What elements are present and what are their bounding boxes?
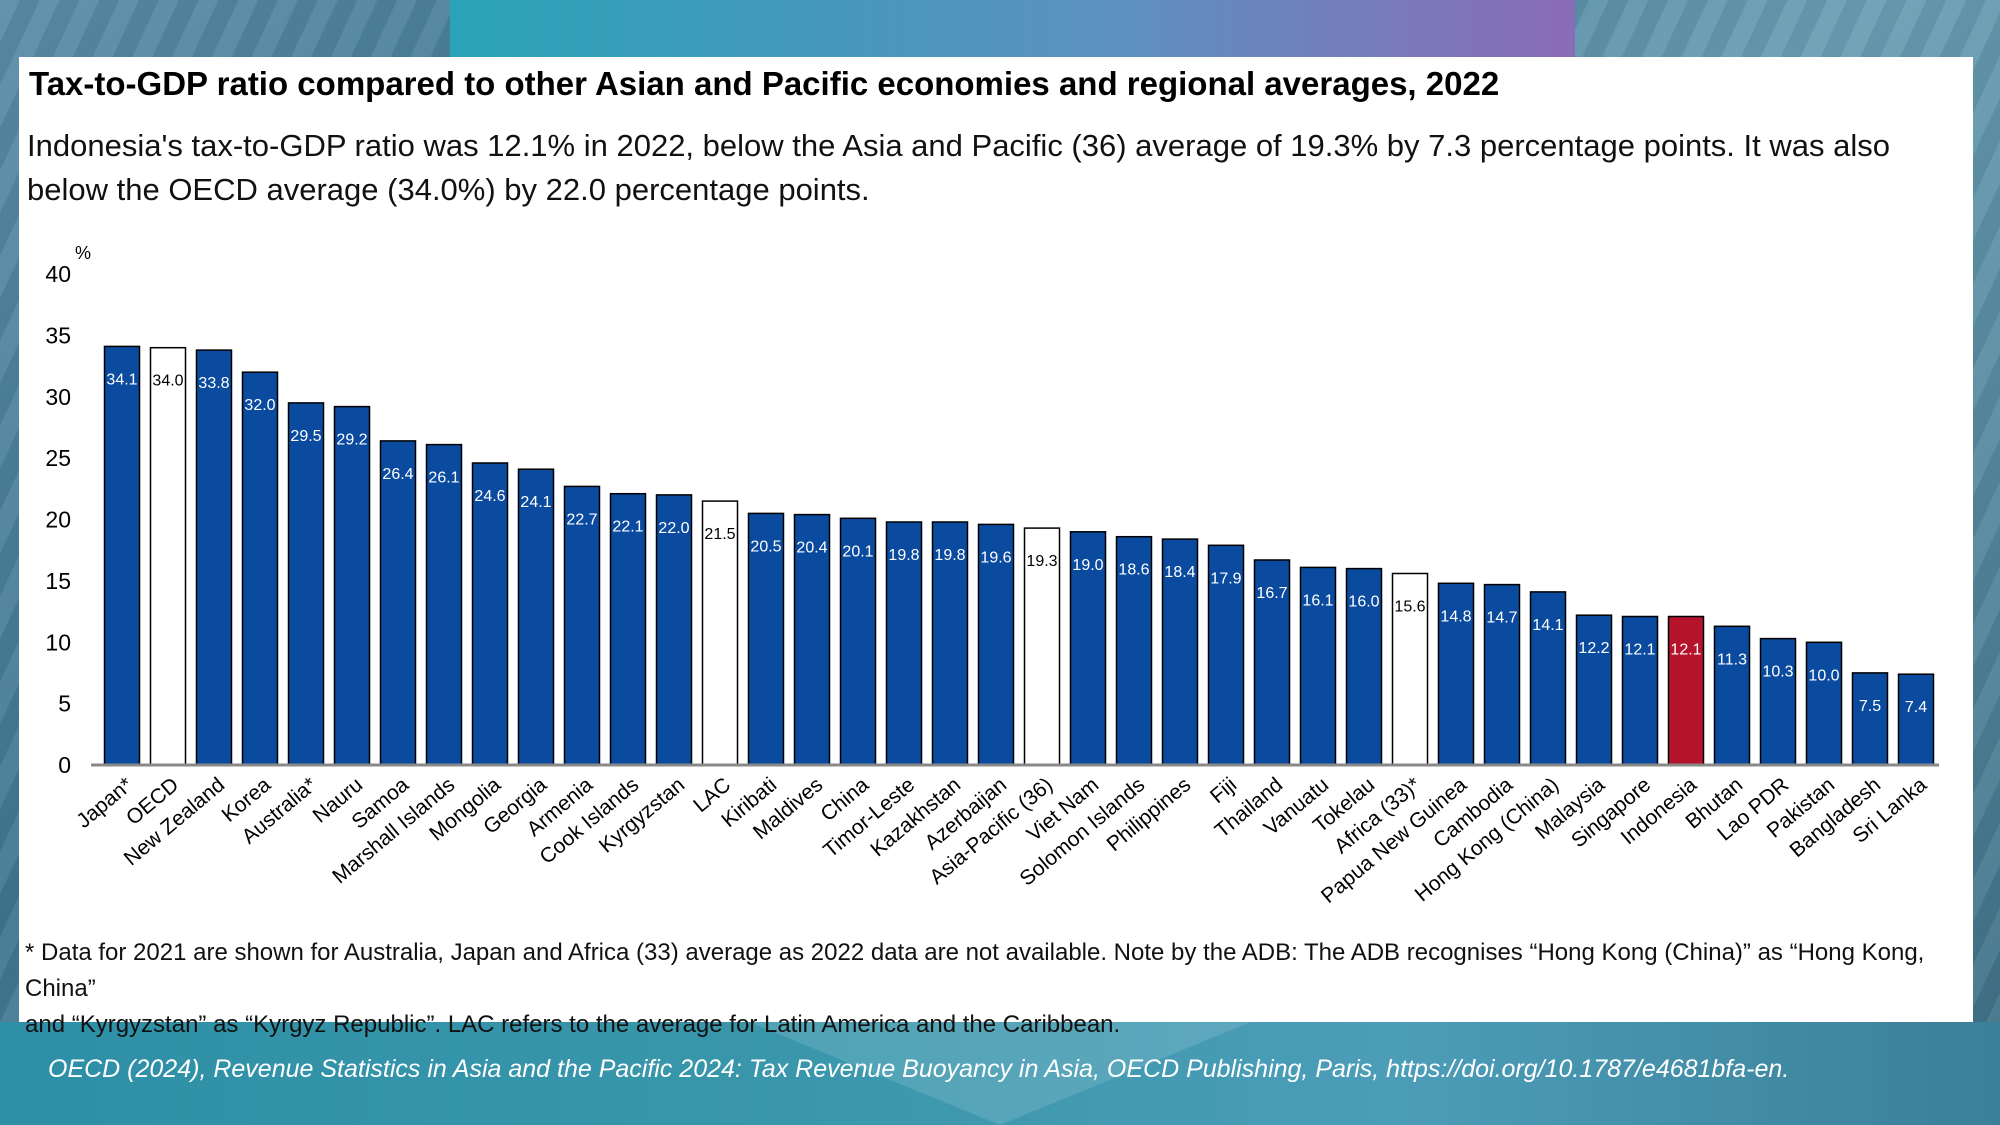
- bar: [563, 485, 601, 766]
- bar-value-label: 24.6: [474, 488, 505, 505]
- bar-value-label: 18.6: [1118, 562, 1149, 579]
- bar: [195, 349, 233, 766]
- bar: [287, 402, 325, 766]
- bar-value-label: 10.0: [1808, 667, 1839, 684]
- bar: [839, 517, 877, 766]
- bar: [517, 468, 555, 766]
- bar-value-label: 16.0: [1348, 594, 1379, 611]
- bar-value-label: 22.7: [566, 511, 597, 528]
- bar-value-label: 33.8: [198, 375, 229, 392]
- bar-value-label: 19.0: [1072, 557, 1103, 574]
- bar-value-label: 11.3: [1717, 651, 1747, 668]
- y-tick-label: 5: [58, 691, 71, 717]
- chart-subtitle: Indonesia's tax-to-GDP ratio was 12.1% i…: [27, 128, 1890, 207]
- source-citation: OECD (2024), Revenue Statistics in Asia …: [48, 1055, 1790, 1083]
- bar: [1621, 615, 1659, 766]
- bar: [149, 346, 187, 766]
- chart-footnote: * Data for 2021 are shown for Australia,…: [25, 935, 1965, 1043]
- bar-value-label: 20.1: [842, 543, 873, 560]
- bar-value-label: 20.4: [796, 540, 827, 557]
- bar: [1851, 672, 1889, 766]
- bar-value-label: 19.6: [980, 549, 1011, 566]
- bar-value-label: 21.5: [704, 526, 735, 543]
- bar: [793, 513, 831, 766]
- bar: [1207, 544, 1245, 766]
- bar-value-label: 16.1: [1302, 592, 1333, 609]
- bar-value-label: 22.1: [612, 519, 643, 536]
- bar: [1345, 567, 1383, 766]
- footnote-line-1: * Data for 2021 are shown for Australia,…: [25, 939, 1925, 1002]
- chart-title: Tax-to-GDP ratio compared to other Asian…: [29, 65, 1500, 102]
- background-top-band: [450, 0, 1575, 60]
- x-category-label: Japan*: [72, 773, 137, 833]
- y-tick-label: 40: [45, 261, 71, 287]
- y-axis-unit-label: %: [75, 243, 91, 263]
- bar-value-label: 15.6: [1394, 599, 1425, 616]
- bar: [1805, 641, 1843, 766]
- bar-value-label: 19.3: [1026, 553, 1057, 570]
- bar: [1069, 531, 1107, 766]
- bar-value-label: 19.8: [888, 547, 919, 564]
- bar-value-label: 20.5: [750, 538, 781, 555]
- bar: [1713, 625, 1751, 766]
- y-tick-label: 35: [45, 322, 71, 348]
- bar-value-label: 14.1: [1532, 617, 1563, 634]
- bar: [1437, 582, 1475, 766]
- bar: [1667, 615, 1705, 766]
- y-tick-label: 25: [45, 445, 71, 471]
- bar: [1897, 673, 1935, 766]
- bar-value-label: 34.0: [152, 373, 183, 390]
- y-tick-label: 15: [45, 568, 71, 594]
- bar-value-label: 14.7: [1486, 610, 1517, 627]
- bar: [1161, 538, 1199, 766]
- bar: [609, 492, 647, 766]
- bar: [425, 443, 463, 766]
- bar-value-label: 12.1: [1624, 642, 1655, 659]
- bar-value-label: 32.0: [244, 397, 275, 414]
- bar: [103, 345, 141, 766]
- bar-value-label: 18.4: [1164, 564, 1195, 581]
- bar-value-label: 17.9: [1210, 570, 1241, 587]
- bar-value-label: 7.4: [1905, 699, 1927, 716]
- bar: [379, 440, 417, 766]
- bar: [1299, 566, 1337, 766]
- bar-value-label: 26.4: [382, 466, 413, 483]
- bar: [1391, 572, 1429, 766]
- bar-value-label: 26.1: [428, 470, 459, 487]
- bar: [931, 521, 969, 766]
- bar-value-label: 16.7: [1256, 585, 1287, 602]
- bar-chart: % 051015202530354034.1Japan*34.0OECD33.8…: [45, 243, 1939, 908]
- bar-value-label: 7.5: [1859, 698, 1881, 715]
- bar-value-label: 19.8: [934, 547, 965, 564]
- bar: [333, 405, 371, 766]
- footnote-line-2: and “Kyrgyzstan” as “Kyrgyz Republic”. L…: [25, 1011, 1121, 1038]
- bar: [1253, 559, 1291, 766]
- bar-value-label: 24.1: [520, 494, 551, 511]
- bar-value-label: 34.1: [106, 371, 137, 388]
- bar: [241, 371, 279, 766]
- y-tick-label: 20: [45, 507, 71, 533]
- bar-value-label: 14.8: [1440, 608, 1471, 625]
- bar-value-label: 29.5: [290, 428, 321, 445]
- bar: [1115, 535, 1153, 766]
- bar: [747, 512, 785, 766]
- bar: [1759, 637, 1797, 766]
- bar: [471, 462, 509, 766]
- chart-panel: Tax-to-GDP ratio compared to other Asian…: [19, 57, 1973, 1038]
- bar-value-label: 12.2: [1578, 640, 1609, 657]
- bar-value-label: 10.3: [1762, 664, 1793, 681]
- bar-value-label: 22.0: [658, 520, 689, 537]
- bar: [1575, 614, 1613, 766]
- bar: [1529, 591, 1567, 766]
- y-tick-label: 30: [45, 384, 71, 410]
- bar-value-label: 29.2: [336, 432, 367, 449]
- bar-value-label: 12.1: [1670, 642, 1701, 659]
- background-bottom-band: [0, 1022, 2000, 1125]
- y-tick-label: 10: [45, 629, 71, 655]
- bar: [655, 494, 693, 766]
- y-tick-label: 0: [58, 752, 71, 778]
